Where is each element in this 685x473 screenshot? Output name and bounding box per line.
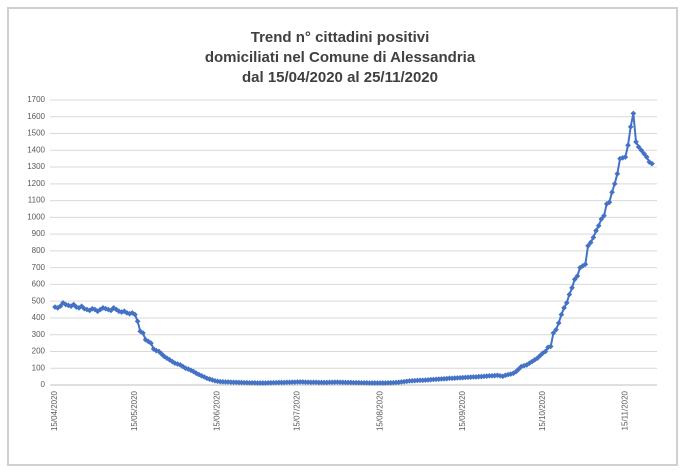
data-point [598,216,605,222]
y-tick-label: 800 [32,246,46,255]
x-tick-label: 15/11/2020 [620,390,629,430]
y-tick-label: 500 [32,296,46,305]
chart-title: domiciliati nel Comune di Alessandria [205,49,476,66]
data-point [569,284,575,291]
data-point [566,291,573,298]
data-point [630,110,637,117]
x-tick-label: 15/04/2020 [50,390,59,431]
data-point [649,160,655,167]
chart-frame [7,7,678,466]
data-point [555,320,562,326]
data-point [614,170,621,177]
data-point [641,150,647,157]
y-tick-label: 200 [32,347,46,356]
data-point [585,243,591,249]
y-tick-label: 1400 [27,145,45,154]
data-point [627,123,634,130]
y-tick-label: 1000 [27,212,45,221]
data-point [643,154,650,160]
y-tick-label: 1100 [28,196,46,205]
y-tick-label: 1200 [27,179,45,188]
x-tick-label: 15/10/2020 [538,390,547,431]
data-point [542,348,549,355]
data-point [132,311,138,318]
data-point [609,189,615,196]
x-tick-label: 15/05/2020 [130,390,139,431]
x-tick-label: 15/06/2020 [213,390,222,431]
data-point [553,326,559,333]
y-tick-label: 300 [32,330,46,339]
x-tick-label: 15/09/2020 [458,390,467,431]
data-point [550,330,557,336]
y-tick-label: 900 [32,229,46,238]
data-point [558,311,565,318]
data-point [574,273,581,279]
y-tick-label: 700 [32,263,46,272]
data-point [563,300,570,306]
x-tick-label: 15/08/2020 [375,390,384,431]
data-point [571,276,578,283]
data-point [611,180,618,187]
data-point [601,212,607,219]
y-tick-label: 1600 [27,112,45,121]
data-point [595,222,602,229]
data-point [582,261,589,268]
data-point [638,147,645,154]
y-tick-label: 1300 [27,162,45,171]
data-point [140,330,146,336]
data-point [635,144,642,150]
data-point [590,234,597,241]
data-point [625,142,631,149]
y-tick-label: 100 [32,363,46,372]
y-tick-label: 0 [41,380,46,389]
data-point [606,199,613,206]
data-point [593,227,599,234]
data-point [148,340,154,346]
data-point [587,239,594,246]
data-point [547,343,554,350]
data-point [561,305,567,311]
y-tick-label: 1700 [27,95,45,104]
x-tick-label: 15/07/2020 [293,390,302,431]
y-tick-label: 400 [32,313,46,322]
data-point [622,154,629,160]
chart-title: dal 15/04/2020 al 25/11/2020 [242,69,438,86]
y-tick-label: 1500 [27,129,45,138]
data-point [134,318,141,325]
y-tick-label: 600 [32,280,46,289]
chart-title: Trend n° cittadini positivi [251,29,430,46]
data-point [633,139,639,145]
